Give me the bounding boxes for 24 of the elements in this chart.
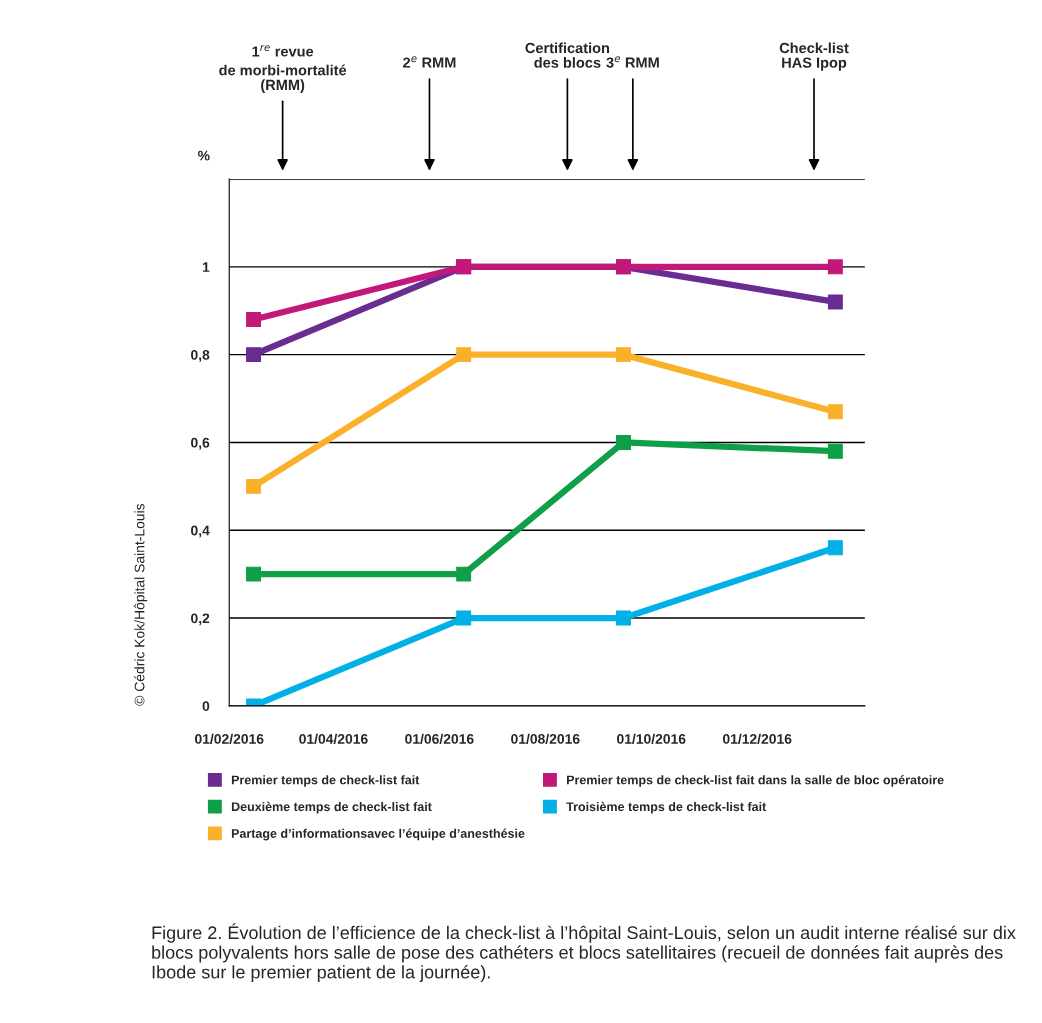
- y-tick-label: 0,4: [191, 525, 210, 538]
- x-tick-label: 01/10/2016: [617, 733, 686, 744]
- x-tick-label: 01/02/2016: [195, 733, 264, 744]
- text: de morbi-mortalité (RMM): [219, 64, 347, 93]
- legend-label: Deuxième temps de check-list fait: [231, 801, 432, 814]
- y-tick-label: 0,2: [191, 613, 210, 626]
- text: 2$^{e}$ RMM: [403, 56, 456, 68]
- text: Check-list HAS Ipop: [779, 42, 849, 71]
- x-tick-label: 01/12/2016: [722, 733, 792, 744]
- caption: Figure 2. Évolution de l’efficience de la check-list à l’hôpital Saint-Louis, selon un audit interne réalisé sur dix blocs polyvalents hors salle de pose des cathéters et blocs satellitaires (recueil de données fait auprès des Ibode sur le premier patient de la journée).: [152, 923, 1016, 983]
- text: 1$^{re}$ revue: [252, 45, 314, 57]
- legend-label: Premier temps de check-list fait dans la salle de bloc opératoire: [567, 775, 944, 787]
- y-tick-label: 0: [202, 701, 210, 712]
- y-axis-title: %: [197, 150, 210, 161]
- y-tick-label: 1: [202, 262, 210, 272]
- legend-label: Partage d’informationsavec l’équipe d’anesthésie: [231, 828, 525, 841]
- legend-label: Troisième temps de check-list fait: [566, 801, 767, 814]
- x-tick-label: 01/06/2016: [405, 733, 474, 744]
- x-tick-label: 01/04/2016: [299, 733, 368, 744]
- y-tick-label: 0,6: [191, 437, 210, 450]
- y-tick-label: 0,8: [191, 349, 210, 362]
- x-tick-label: 01/08/2016: [511, 733, 580, 744]
- legend-label: Premier temps de check-list fait: [231, 775, 420, 787]
- text: © Cédric Kok/Hôpital Saint-Louis: [134, 503, 148, 706]
